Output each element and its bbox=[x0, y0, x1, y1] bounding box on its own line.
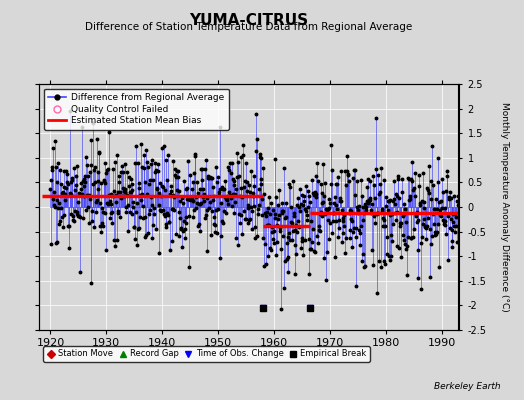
Text: 1950: 1950 bbox=[204, 338, 232, 348]
Legend: Difference from Regional Average, Quality Control Failed, Estimated Station Mean: Difference from Regional Average, Qualit… bbox=[44, 88, 228, 130]
Text: 1920: 1920 bbox=[36, 338, 64, 348]
Text: Berkeley Earth: Berkeley Earth bbox=[434, 382, 500, 391]
Text: 1960: 1960 bbox=[260, 338, 288, 348]
Legend: Station Move, Record Gap, Time of Obs. Change, Empirical Break: Station Move, Record Gap, Time of Obs. C… bbox=[43, 346, 370, 362]
Text: 1990: 1990 bbox=[428, 338, 456, 348]
Text: 1980: 1980 bbox=[372, 338, 400, 348]
Y-axis label: Monthly Temperature Anomaly Difference (°C): Monthly Temperature Anomaly Difference (… bbox=[500, 102, 509, 312]
Text: 1970: 1970 bbox=[316, 338, 344, 348]
Text: YUMA-CITRUS: YUMA-CITRUS bbox=[189, 13, 309, 28]
Text: Difference of Station Temperature Data from Regional Average: Difference of Station Temperature Data f… bbox=[85, 22, 412, 32]
Text: 1940: 1940 bbox=[148, 338, 177, 348]
Text: 1930: 1930 bbox=[92, 338, 121, 348]
